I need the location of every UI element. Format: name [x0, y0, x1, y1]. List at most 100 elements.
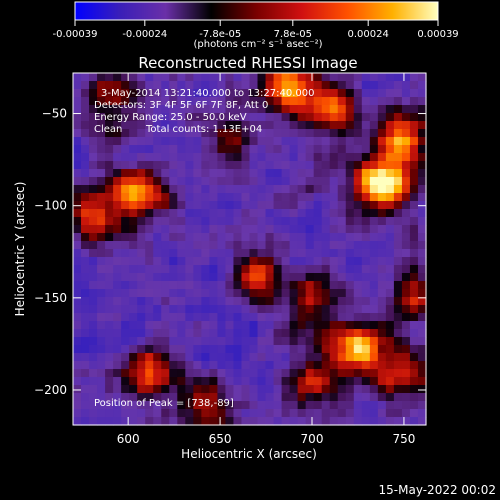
heatmap-cell	[249, 257, 259, 266]
heatmap-cell	[249, 377, 259, 386]
heatmap-cell	[401, 217, 411, 226]
heatmap-cell	[241, 409, 251, 418]
heatmap-cell	[137, 305, 146, 314]
heatmap-cell	[249, 249, 259, 258]
heatmap-cell	[321, 377, 331, 386]
heatmap-cell	[345, 345, 355, 354]
heatmap-cell	[233, 385, 243, 394]
heatmap-cell	[225, 265, 235, 274]
heatmap-cell	[145, 145, 154, 154]
heatmap-cell	[377, 233, 387, 242]
heatmap-cell	[297, 97, 307, 106]
heatmap-cell	[265, 97, 275, 106]
heatmap-cell	[201, 113, 210, 122]
heatmap-cell	[377, 185, 387, 194]
heatmap-cell	[329, 281, 339, 290]
heatmap-cell	[241, 369, 251, 378]
heatmap-cell	[105, 305, 114, 314]
heatmap-cell	[185, 417, 194, 426]
heatmap-cell	[369, 281, 379, 290]
heatmap-cell	[193, 81, 202, 90]
heatmap-cell	[129, 209, 138, 218]
heatmap-cell	[377, 273, 387, 282]
heatmap-cell	[129, 153, 138, 162]
heatmap-cell	[353, 169, 363, 178]
heatmap-cell	[393, 321, 403, 330]
heatmap-cell	[89, 193, 98, 202]
heatmap-cell	[249, 337, 259, 346]
heatmap-cell	[73, 409, 82, 418]
heatmap-cell	[233, 193, 243, 202]
heatmap-cell	[361, 377, 371, 386]
heatmap-cell	[377, 297, 387, 306]
heatmap-cell	[145, 73, 154, 82]
heatmap-cell	[105, 273, 114, 282]
heatmap-cell	[161, 281, 170, 290]
heatmap-cell	[393, 89, 403, 98]
heatmap-cell	[193, 249, 202, 258]
heatmap-cell	[129, 89, 138, 98]
heatmap-cell	[193, 337, 202, 346]
heatmap-cell	[81, 401, 90, 410]
heatmap-cell	[273, 113, 283, 122]
heatmap-cell	[353, 121, 363, 130]
heatmap-cell	[161, 209, 170, 218]
heatmap-cell	[297, 193, 307, 202]
heatmap-cell	[265, 233, 275, 242]
heatmap-cell	[265, 113, 275, 122]
heatmap-cell	[137, 193, 146, 202]
heatmap-cell	[361, 209, 371, 218]
heatmap-cell	[177, 161, 186, 170]
heatmap-cell	[337, 369, 347, 378]
heatmap-cell	[137, 113, 146, 122]
heatmap-cell	[153, 297, 162, 306]
heatmap-cell	[297, 305, 307, 314]
heatmap-cell	[105, 409, 114, 418]
heatmap-cell	[177, 313, 186, 322]
heatmap-cell	[265, 377, 275, 386]
heatmap-cell	[353, 289, 363, 298]
heatmap-cell	[81, 97, 90, 106]
heatmap-cell	[321, 417, 331, 426]
heatmap-cell	[89, 233, 98, 242]
heatmap-cell	[113, 361, 122, 370]
heatmap-cell	[265, 73, 275, 82]
colorbar-tick-label: -0.00024	[122, 29, 167, 40]
heatmap-cell	[201, 353, 210, 362]
heatmap-cell	[313, 297, 323, 306]
heatmap-cell	[73, 345, 82, 354]
heatmap-cell	[201, 361, 210, 370]
heatmap-cell	[369, 113, 379, 122]
heatmap-cell	[289, 337, 299, 346]
heatmap-cell	[265, 89, 275, 98]
heatmap-cell	[105, 89, 114, 98]
heatmap-cell	[393, 105, 403, 114]
heatmap-cell	[297, 361, 307, 370]
heatmap-cell	[73, 329, 82, 338]
heatmap-cell	[401, 225, 411, 234]
heatmap-cell	[185, 361, 194, 370]
heatmap-cell	[113, 169, 122, 178]
heatmap-cell	[273, 193, 283, 202]
heatmap-cell	[305, 273, 315, 282]
heatmap-cell	[273, 105, 283, 114]
colorbar-tick-label: 0.00039	[417, 29, 458, 40]
heatmap-cell	[313, 337, 323, 346]
heatmap-cell	[161, 225, 170, 234]
heatmap-cell	[281, 145, 291, 154]
heatmap-cell	[361, 297, 371, 306]
heatmap-cell	[185, 105, 194, 114]
heatmap-cell	[273, 329, 283, 338]
heatmap-cell	[241, 185, 251, 194]
heatmap-cell	[337, 97, 347, 106]
heatmap-cell	[81, 129, 90, 138]
heatmap-cell	[145, 369, 154, 378]
heatmap-cell	[281, 345, 291, 354]
heatmap-cell	[97, 289, 106, 298]
heatmap-cell	[409, 345, 419, 354]
heatmap-cell	[417, 185, 427, 194]
heatmap-cell	[377, 329, 387, 338]
heatmap-cell	[97, 201, 106, 210]
heatmap-cell	[313, 281, 323, 290]
heatmap-cell	[249, 105, 259, 114]
